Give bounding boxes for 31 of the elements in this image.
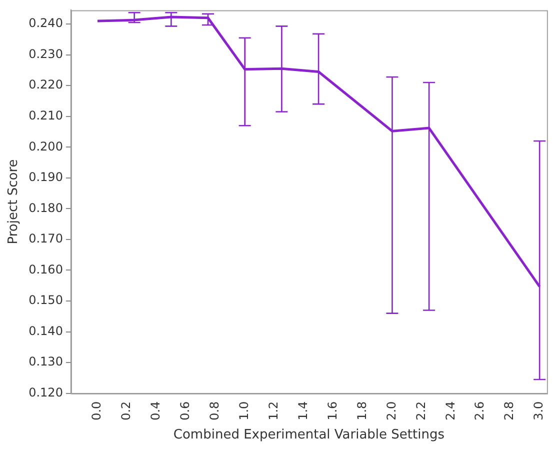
x-tick-label: 0.0 — [90, 401, 104, 420]
x-tick-label: 1.4 — [296, 401, 310, 420]
x-tick-label: 1.2 — [266, 401, 280, 420]
y-tick-label: 0.160 — [28, 262, 63, 276]
y-tick-label: 0.140 — [28, 324, 63, 338]
x-tick-label: 1.6 — [325, 401, 340, 420]
y-tick-label: 0.130 — [28, 354, 63, 369]
y-tick-label: 0.120 — [28, 385, 63, 400]
y-tick-label: 0.170 — [28, 232, 63, 246]
x-tick-label: 1.0 — [236, 401, 251, 420]
x-tick-label: 2.0 — [384, 401, 398, 420]
y-tick-label: 0.150 — [28, 293, 63, 308]
x-tick-label: 0.8 — [207, 401, 222, 420]
x-tick-label: 2.2 — [414, 401, 428, 420]
y-tick-label: 0.230 — [28, 46, 63, 61]
y-tick-label: 0.220 — [28, 78, 63, 92]
x-tick-label: 0.4 — [148, 401, 163, 420]
x-tick-label: 2.4 — [443, 401, 458, 420]
y-tick-label: 0.180 — [28, 200, 63, 215]
x-tick-label: 3.0 — [532, 401, 546, 420]
x-axis-title: Combined Experimental Variable Settings — [173, 428, 445, 443]
y-axis-title: Project Score — [6, 159, 22, 244]
x-tick-label: 2.6 — [472, 401, 487, 420]
x-tick-label: 2.8 — [502, 401, 516, 420]
y-tick-label: 0.210 — [28, 108, 63, 122]
y-tick-label: 0.240 — [28, 16, 63, 30]
x-tick-label: 0.6 — [178, 401, 192, 420]
x-tick-label: 0.2 — [119, 401, 134, 420]
y-tick-label: 0.200 — [28, 139, 63, 154]
x-tick-label: 1.8 — [354, 401, 369, 420]
y-tick-label: 0.190 — [28, 170, 63, 184]
